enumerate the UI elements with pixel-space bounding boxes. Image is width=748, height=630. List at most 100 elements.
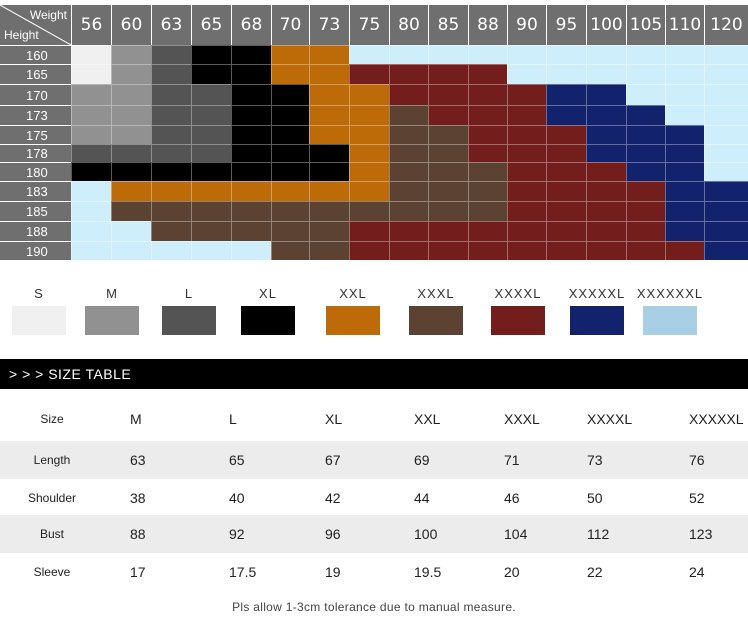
weight-header-cell: 63 (151, 5, 191, 45)
grid-cell-xxxxxl (546, 84, 586, 105)
weight-header-cell: 120 (704, 5, 748, 45)
weight-header-cell: 56 (71, 5, 111, 45)
legend-swatch (326, 306, 380, 335)
grid-cell-xxxxl (349, 241, 389, 260)
grid-cell-xxxxxl (665, 125, 704, 144)
grid-cell-xxxl (389, 181, 428, 201)
grid-cell-xxxl (389, 105, 428, 125)
grid-cell-xxxxxxl (704, 144, 748, 162)
grid-cell-xxxxxxl (626, 84, 665, 105)
grid-cell-xxxl (428, 181, 468, 201)
size-table-cell: 40 (229, 490, 245, 506)
size-table-cell: 19.5 (414, 564, 442, 580)
grid-cell-xxl (349, 105, 389, 125)
size-table-cell: 92 (229, 526, 245, 542)
grid-cell-xxxxl (389, 84, 428, 105)
grid-cell-l (151, 64, 191, 84)
size-table-row-label: Bust (39, 527, 64, 541)
size-table-row: Size M L XL XXL XXXL XXXXL XXXXXL (0, 400, 748, 438)
size-table-cell: 22 (587, 564, 603, 580)
size-table-cell: XXL (414, 411, 441, 427)
grid-cell-xxxxl (507, 125, 546, 144)
weight-header-cell: 68 (231, 5, 271, 45)
grid-cell-xxxxxxl (665, 64, 704, 84)
grid-cell-xxxl (191, 201, 231, 221)
size-table-cell: XXXXL (587, 411, 633, 427)
grid-cell-xxxl (428, 144, 468, 162)
grid-cell-m (111, 45, 151, 64)
size-table-cell: 76 (689, 452, 705, 468)
grid-cell-xl (309, 162, 349, 181)
grid-cell-xxxl (389, 201, 428, 221)
size-table-cell: L (229, 411, 237, 427)
banner-title: > > > SIZE TABLE (9, 366, 132, 382)
grid-cell-xxxxl (468, 105, 507, 125)
grid-cell-xxxxxl (586, 144, 626, 162)
grid-cell-xxxxl (507, 105, 546, 125)
grid-cell-xl (191, 162, 231, 181)
size-table-cell: 17 (130, 564, 146, 580)
grid-cell-xxxxl (507, 201, 546, 221)
grid-cell-xxxxl (428, 241, 468, 260)
height-label-cell: 165 (0, 64, 71, 84)
legend-swatch (162, 306, 216, 335)
grid-cell-xxxxl (626, 221, 665, 241)
grid-cell-xxxxl (468, 125, 507, 144)
grid-cell-xxxxxl (704, 221, 748, 241)
grid-cell-xl (71, 162, 111, 181)
legend-swatch (241, 306, 295, 335)
grid-cell-xxxxl (626, 181, 665, 201)
grid-cell-xxxxxxl (704, 105, 748, 125)
grid-cell-xxxxxl (586, 105, 626, 125)
grid-cell-m (111, 84, 151, 105)
grid-cell-xl (191, 45, 231, 64)
grid-cell-l (191, 144, 231, 162)
grid-cell-xxxxl (626, 201, 665, 221)
grid-cell-xxxxl (468, 241, 507, 260)
grid-cell-xxxxxxl (71, 241, 111, 260)
grid-cell-xxxxxxl (704, 45, 748, 64)
grid-cell-xxxl (468, 162, 507, 181)
weight-header-cell: 73 (309, 5, 349, 45)
weight-header-cell: 100 (586, 5, 626, 45)
grid-cell-xxxxxl (626, 162, 665, 181)
grid-cell-xxxxl (546, 144, 586, 162)
grid-cell-xxxl (231, 201, 271, 221)
grid-cell-xxxxxxl (389, 45, 428, 64)
grid-cell-l (191, 105, 231, 125)
grid-cell-xxl (349, 162, 389, 181)
weight-header-cell: 95 (546, 5, 586, 45)
grid-cell-xxxxl (428, 221, 468, 241)
grid-cell-xxxl (231, 221, 271, 241)
grid-cell-m (111, 125, 151, 144)
grid-cell-xxxxxxl (586, 64, 626, 84)
grid-cell-xxxxxxl (71, 201, 111, 221)
grid-cell-xxxxl (507, 84, 546, 105)
grid-cell-xxxxxxl (586, 45, 626, 64)
grid-cell-xxxxl (665, 241, 704, 260)
height-label-cell: 175 (0, 125, 71, 144)
legend-swatch (85, 306, 139, 335)
grid-cell-xxxl (111, 201, 151, 221)
size-table-cell: 69 (414, 452, 430, 468)
legend-swatch (570, 306, 624, 335)
grid-cell-xxxxxl (665, 144, 704, 162)
legend-swatch (491, 306, 545, 335)
weight-header-cell: 85 (428, 5, 468, 45)
size-table-cell: 52 (689, 490, 705, 506)
grid-cell-xxl (349, 84, 389, 105)
grid-cell-xxxxl (507, 241, 546, 260)
grid-cell-xxxxl (428, 105, 468, 125)
size-table-row-label: Size (40, 412, 64, 426)
grid-cell-xxxxl (468, 64, 507, 84)
grid-cell-xl (111, 162, 151, 181)
grid-cell-xl (231, 125, 271, 144)
size-table-cell: 50 (587, 490, 603, 506)
grid-cell-xxxxl (546, 221, 586, 241)
grid-cell-xxxxxxl (665, 105, 704, 125)
grid-cell-xxl (309, 105, 349, 125)
size-table-cell: 44 (414, 490, 430, 506)
grid-cell-xxl (309, 84, 349, 105)
size-table-cell: 73 (587, 452, 603, 468)
grid-cell-xl (271, 162, 309, 181)
